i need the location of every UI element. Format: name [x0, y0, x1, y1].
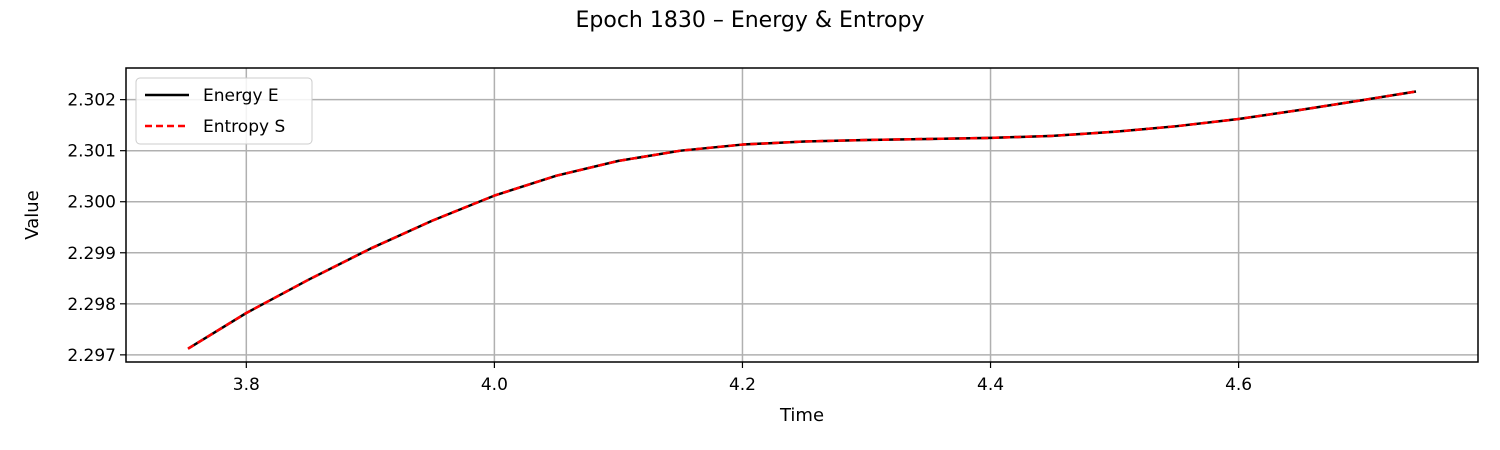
x-tick-label: 3.8	[233, 375, 260, 395]
tick-layer: 3.8 4.0 4.2 4.4 4.6 2.297 2.298 2.299 2.300 2.301…	[67, 91, 1252, 395]
y-tick-label: 2.299	[67, 244, 116, 264]
y-axis-label: Value	[22, 190, 43, 239]
y-tick-label: 2.300	[67, 193, 116, 213]
series-line-energy-e	[187, 90, 1417, 350]
legend: Energy E Entropy S	[135, 77, 313, 145]
series-line-entropy-s	[187, 90, 1417, 350]
y-tick-label: 2.301	[67, 142, 116, 162]
legend-label-energy: Energy E	[203, 86, 279, 106]
x-tick-label: 4.4	[977, 375, 1004, 395]
y-tick-label: 2.298	[67, 295, 116, 315]
y-tick-label: 2.297	[67, 346, 116, 366]
series-layer	[187, 90, 1417, 350]
x-tick-label: 4.0	[481, 375, 508, 395]
x-tick-label: 4.2	[729, 375, 756, 395]
y-tick-label: 2.302	[67, 91, 116, 111]
grid-layer	[126, 68, 1478, 362]
plot-frame	[125, 67, 1479, 363]
legend-label-entropy: Entropy S	[203, 117, 285, 137]
x-tick-label: 4.6	[1225, 375, 1252, 395]
chart-title: Epoch 1830 – Energy & Entropy	[576, 8, 925, 33]
x-axis-label: Time	[779, 405, 824, 426]
